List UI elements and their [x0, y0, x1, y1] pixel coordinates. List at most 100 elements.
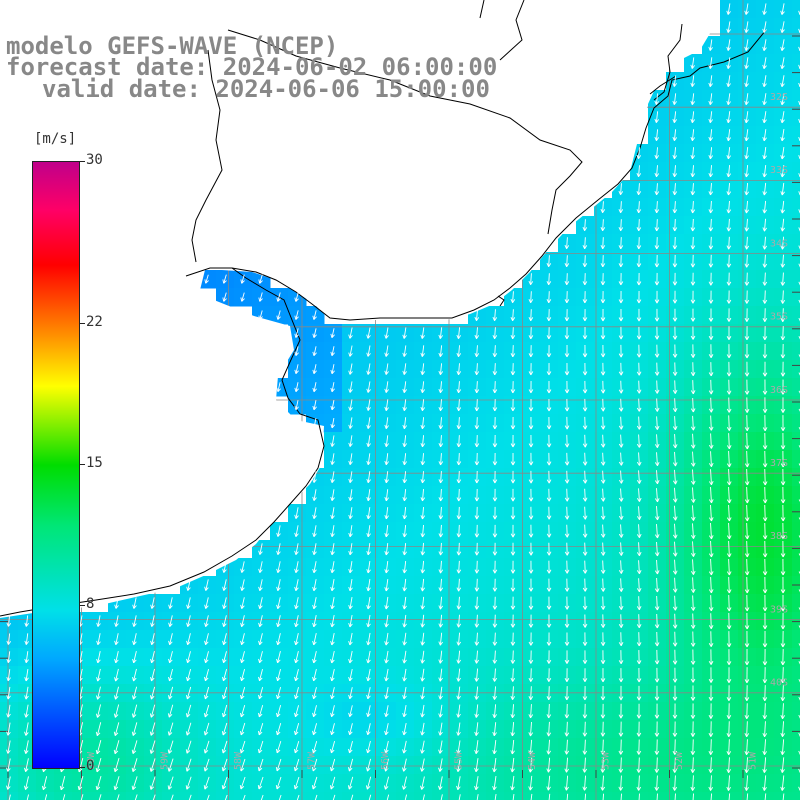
field-cell: [396, 792, 415, 800]
lat-label: 37S: [770, 458, 788, 469]
wind-arrow: [762, 75, 767, 88]
wind-arrow: [546, 255, 552, 267]
wind-arrow: [600, 273, 606, 286]
field-cell: [792, 360, 800, 379]
wind-arrow: [654, 165, 660, 178]
wind-arrow: [672, 272, 678, 286]
wind-arrow: [762, 147, 767, 160]
wind-arrow: [654, 201, 660, 214]
wind-arrow: [708, 129, 714, 142]
wind-arrow: [744, 254, 750, 268]
wind-arrow: [708, 218, 714, 232]
field-cell: [792, 684, 800, 703]
coastline: [0, 0, 767, 617]
colorbar-tick-label: 30: [86, 152, 103, 168]
field-cell: [414, 792, 433, 800]
field-cell: [486, 792, 505, 800]
field-cell: [270, 792, 289, 800]
wind-arrow: [690, 165, 696, 178]
wind-arrow: [726, 111, 731, 124]
wind-arrow: [744, 57, 749, 69]
wind-arrow: [726, 182, 732, 196]
colorbar-tick-mark: [79, 605, 85, 607]
wind-arrow: [636, 201, 642, 214]
wind-arrow: [780, 236, 786, 250]
wind-arrow: [618, 183, 624, 195]
wind-arrow: [744, 272, 750, 286]
field-cell: [792, 648, 800, 667]
wind-arrow: [654, 183, 660, 196]
wind-arrow: [708, 57, 713, 69]
wind-arrow: [726, 236, 732, 250]
wind-arrow: [600, 219, 606, 232]
wind-arrow: [240, 274, 245, 284]
field-cell: [144, 792, 163, 800]
wind-arrow: [636, 147, 642, 159]
wind-arrow: [708, 183, 714, 196]
field-cell: [792, 108, 800, 127]
field-cell: [0, 792, 19, 800]
field-cell: [792, 378, 800, 397]
lon-label: 54W: [527, 751, 538, 770]
wind-arrow: [618, 273, 624, 286]
field-cell: [54, 792, 73, 800]
wind-arrow: [744, 75, 749, 87]
field-cell: [792, 702, 800, 721]
field-cell: [792, 468, 800, 487]
field-cell: [90, 792, 109, 800]
wind-arrow: [204, 274, 209, 284]
lat-label: 40S: [770, 678, 788, 689]
wind-arrow: [780, 218, 786, 232]
field-cell: [792, 450, 800, 469]
wind-arrow: [780, 39, 785, 51]
wind-arrow: [708, 200, 714, 214]
wind-arrow: [690, 75, 695, 87]
wind-arrow: [222, 274, 227, 284]
wind-arrow: [708, 39, 713, 51]
field-cell: [792, 126, 800, 145]
wind-arrow: [582, 237, 588, 250]
wind-arrow: [780, 146, 785, 160]
wind-arrow: [690, 183, 696, 196]
lon-label: 53W: [601, 751, 612, 770]
wind-arrow: [726, 57, 731, 69]
title-valid-date: valid date: 2024-06-06 15:00:00: [42, 75, 490, 103]
field-cell: [792, 90, 800, 109]
wind-arrow: [762, 3, 767, 15]
field-cell: [342, 792, 361, 800]
field-cell: [792, 162, 800, 181]
wind-direction-arrows: [6, 3, 800, 800]
wind-arrow: [636, 237, 642, 250]
wind-arrow: [708, 165, 714, 178]
wind-arrow: [690, 57, 695, 69]
wind-arrow: [528, 273, 534, 285]
wind-arrow: [780, 111, 785, 124]
wind-arrow: [726, 272, 732, 286]
wind-arrow: [672, 129, 678, 141]
wind-arrow: [654, 237, 660, 250]
wind-arrow: [744, 236, 750, 250]
field-cell: [288, 792, 307, 800]
field-cell: [126, 792, 145, 800]
wind-arrow: [618, 219, 624, 232]
wind-arrow: [708, 75, 713, 87]
field-cell: [792, 342, 800, 361]
wind-arrow: [726, 218, 732, 232]
wind-arrow: [600, 201, 606, 213]
wind-arrow: [726, 165, 732, 178]
wind-arrow: [690, 129, 696, 142]
river-border: [191, 0, 683, 307]
field-cell: [792, 72, 800, 91]
wind-arrow: [672, 254, 678, 268]
wind-arrow: [780, 182, 785, 196]
wind-arrow: [726, 200, 732, 214]
wind-arrow: [744, 200, 750, 214]
wind-arrow: [690, 272, 696, 286]
wind-arrow: [744, 111, 749, 124]
wind-arrow: [780, 3, 785, 15]
coast-line-main: [185, 29, 767, 321]
wind-arrow: [654, 93, 660, 105]
wind-arrow: [726, 129, 731, 142]
wind-arrow: [762, 57, 767, 69]
field-cell: [792, 396, 800, 415]
